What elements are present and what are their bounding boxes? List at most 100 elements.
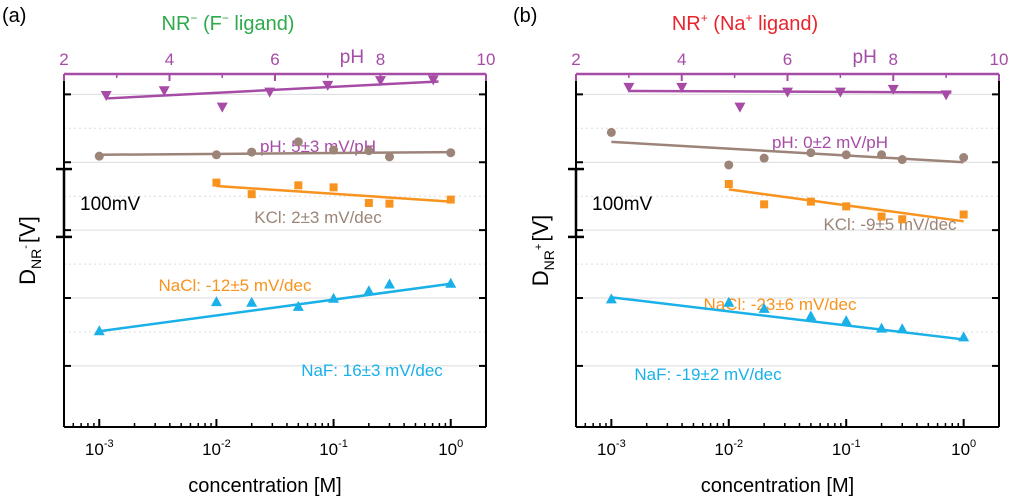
annotation-kcl: KCl: 2±3 mV/dec: [254, 208, 382, 227]
data-point-kcl: [806, 148, 816, 158]
data-point-nacl: [364, 198, 373, 207]
data-point-naf: [246, 296, 258, 307]
data-point-kcl: [293, 137, 303, 147]
top-tick-label: 4: [165, 50, 174, 69]
annotation-ph: pH: 0±2 mV/pH: [772, 133, 888, 152]
data-point-naf: [723, 296, 735, 307]
annotation-naf: NaF: 16±3 mV/dec: [301, 361, 443, 380]
x-tick-label: 10-2: [202, 438, 231, 459]
data-point-nacl: [959, 210, 968, 219]
chart-panel-a: 10-3 10-2 10-1 100 2 4 6 8 10 pH (a) NR− (F− ligand…: [2, 5, 495, 497]
annotation-ph: pH: 5±3 mV/pH: [260, 137, 376, 156]
data-point-nacl: [898, 215, 907, 224]
top-tick-label: 6: [270, 50, 279, 69]
data-point-naf: [758, 302, 770, 313]
panel-label: (a): [2, 5, 26, 27]
x-tick-label: 10-2: [714, 438, 743, 459]
chart-panel-b: 10-3 10-2 10-1 100 2 4 6 8 10 pH (b) NR+ (Na+ ligan…: [513, 5, 1008, 497]
data-point-nacl: [212, 178, 221, 187]
data-point-kcl: [606, 127, 616, 137]
fit-line-kcl: [99, 150, 451, 157]
data-point-nacl: [806, 197, 815, 206]
top-tick-label: 4: [677, 50, 686, 69]
data-point-nacl: [294, 181, 303, 190]
data-point-kcl: [211, 150, 221, 160]
annotation-naf: NaF: -19±2 mV/dec: [634, 365, 782, 384]
x-axis-label: concentration [M]: [701, 475, 854, 497]
fit-line-naf: [99, 282, 451, 333]
data-point-kcl: [94, 151, 104, 161]
data-point-naf: [328, 292, 340, 303]
x-tick-label: 100: [438, 438, 463, 459]
data-point-nacl: [877, 212, 886, 221]
top-tick-label: 2: [59, 50, 68, 69]
data-point-nacl: [842, 202, 851, 211]
top-tick-label: 10: [477, 50, 496, 69]
fit-line-nacl: [216, 184, 451, 203]
chart-title: NR+ (Na+ ligand): [672, 11, 818, 35]
x-axis-label: concentration [M]: [188, 475, 341, 497]
top-tick-label: 10: [990, 50, 1009, 69]
panel-label: (b): [513, 5, 537, 27]
top-tick-label: 8: [889, 50, 898, 69]
x-tick-label: 10-1: [319, 438, 348, 459]
top-axis-label: pH: [853, 47, 877, 68]
data-point-ph: [623, 82, 635, 93]
x-tick-label: 10-1: [832, 438, 861, 459]
data-point-naf: [363, 285, 375, 296]
data-point-nacl: [329, 183, 338, 192]
top-tick-label: 6: [783, 50, 792, 69]
data-point-naf: [896, 323, 908, 334]
data-point-naf: [292, 300, 304, 311]
data-point-ph: [887, 84, 899, 95]
data-point-naf: [93, 325, 105, 336]
data-point-kcl: [329, 145, 339, 155]
annotation-kcl: KCl: -9±5 mV/dec: [823, 215, 957, 234]
data-point-ph: [158, 86, 170, 97]
data-point-naf: [445, 277, 457, 288]
y-axis-label: DNR-[V]: [15, 216, 44, 285]
data-point-kcl: [877, 150, 887, 160]
data-point-kcl: [724, 160, 734, 170]
data-point-naf: [383, 278, 395, 289]
x-tick-label: 10-3: [85, 438, 114, 459]
data-point-ph: [216, 102, 228, 113]
data-point-naf: [958, 331, 970, 342]
chart-title: NR− (F− ligand): [162, 11, 295, 35]
data-point-naf: [210, 296, 222, 307]
data-point-nacl: [247, 190, 256, 199]
data-point-kcl: [364, 146, 374, 156]
top-tick-label: 8: [376, 50, 385, 69]
data-point-ph: [676, 82, 688, 93]
data-point-kcl: [446, 148, 456, 158]
data-point-kcl: [959, 152, 969, 162]
data-point-kcl: [897, 155, 907, 165]
data-point-ph: [375, 76, 386, 87]
top-tick-label: 2: [571, 50, 580, 69]
data-point-nacl: [385, 199, 394, 208]
data-point-naf: [876, 322, 888, 333]
data-point-ph: [940, 90, 952, 101]
data-point-ph: [782, 87, 793, 98]
data-point-nacl: [446, 195, 455, 204]
data-point-ph: [834, 87, 846, 98]
data-point-ph: [322, 80, 334, 91]
data-point-kcl: [384, 152, 394, 162]
data-point-kcl: [841, 150, 851, 160]
annotation-nacl: NaCl: -23±6 mV/dec: [704, 295, 857, 314]
data-point-ph: [264, 87, 276, 98]
data-point-nacl: [760, 200, 769, 209]
y-axis-label: DNR+[V]: [528, 215, 557, 286]
data-point-naf: [840, 315, 852, 326]
data-point-kcl: [247, 147, 257, 157]
x-tick-label: 100: [951, 438, 976, 459]
data-point-kcl: [759, 153, 769, 163]
annotation-nacl: NaCl: -12±5 mV/dec: [159, 276, 312, 295]
data-point-ph: [427, 75, 439, 86]
data-point-ph: [100, 91, 112, 102]
data-point-nacl: [724, 179, 733, 188]
data-point-naf: [805, 310, 817, 321]
data-point-naf: [605, 293, 617, 304]
data-point-ph: [734, 102, 746, 113]
